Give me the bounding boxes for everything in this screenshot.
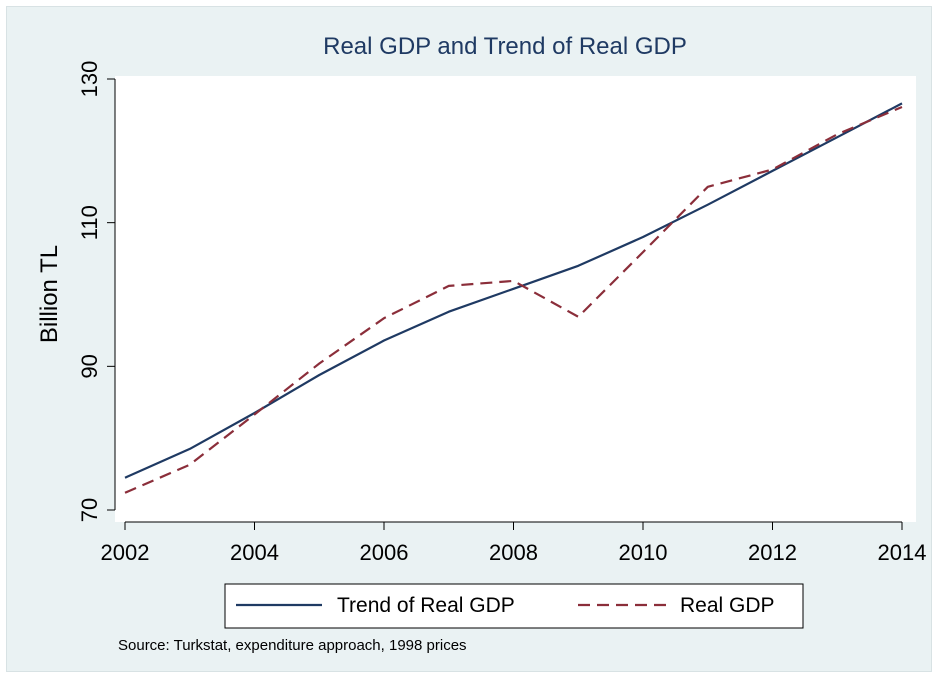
chart-title: Real GDP and Trend of Real GDP xyxy=(323,33,687,60)
x-tick-label: 2006 xyxy=(360,540,409,565)
y-axis-label: Billion TL xyxy=(36,245,63,343)
legend-label-real-gdp: Real GDP xyxy=(680,594,775,617)
series-line-real-gdp xyxy=(124,105,903,494)
x-tick-label: 2002 xyxy=(101,540,150,565)
series-layer xyxy=(124,102,903,494)
legend: Trend of Real GDP Real GDP xyxy=(224,583,804,629)
y-axis: 70 90 110 130 xyxy=(77,61,116,522)
source-note: Source: Turkstat, expenditure approach, … xyxy=(118,637,467,654)
x-tick-label: 2012 xyxy=(748,540,797,565)
plot-area xyxy=(115,76,916,522)
x-tick-label: 2004 xyxy=(230,540,279,565)
legend-box xyxy=(224,583,804,629)
series-line-trend-of-real-gdp xyxy=(124,102,903,479)
x-axis: 2002 2004 2006 2008 2010 2012 2014 xyxy=(101,521,927,565)
x-tick-label: 2014 xyxy=(878,540,927,565)
y-tick-label: 70 xyxy=(77,498,102,522)
x-tick-label: 2008 xyxy=(489,540,538,565)
legend-label-trend: Trend of Real GDP xyxy=(337,594,515,617)
y-tick-label: 110 xyxy=(77,205,102,240)
y-tick-label: 130 xyxy=(77,61,102,98)
y-tick-label: 90 xyxy=(77,354,102,378)
x-tick-label: 2010 xyxy=(619,540,668,565)
